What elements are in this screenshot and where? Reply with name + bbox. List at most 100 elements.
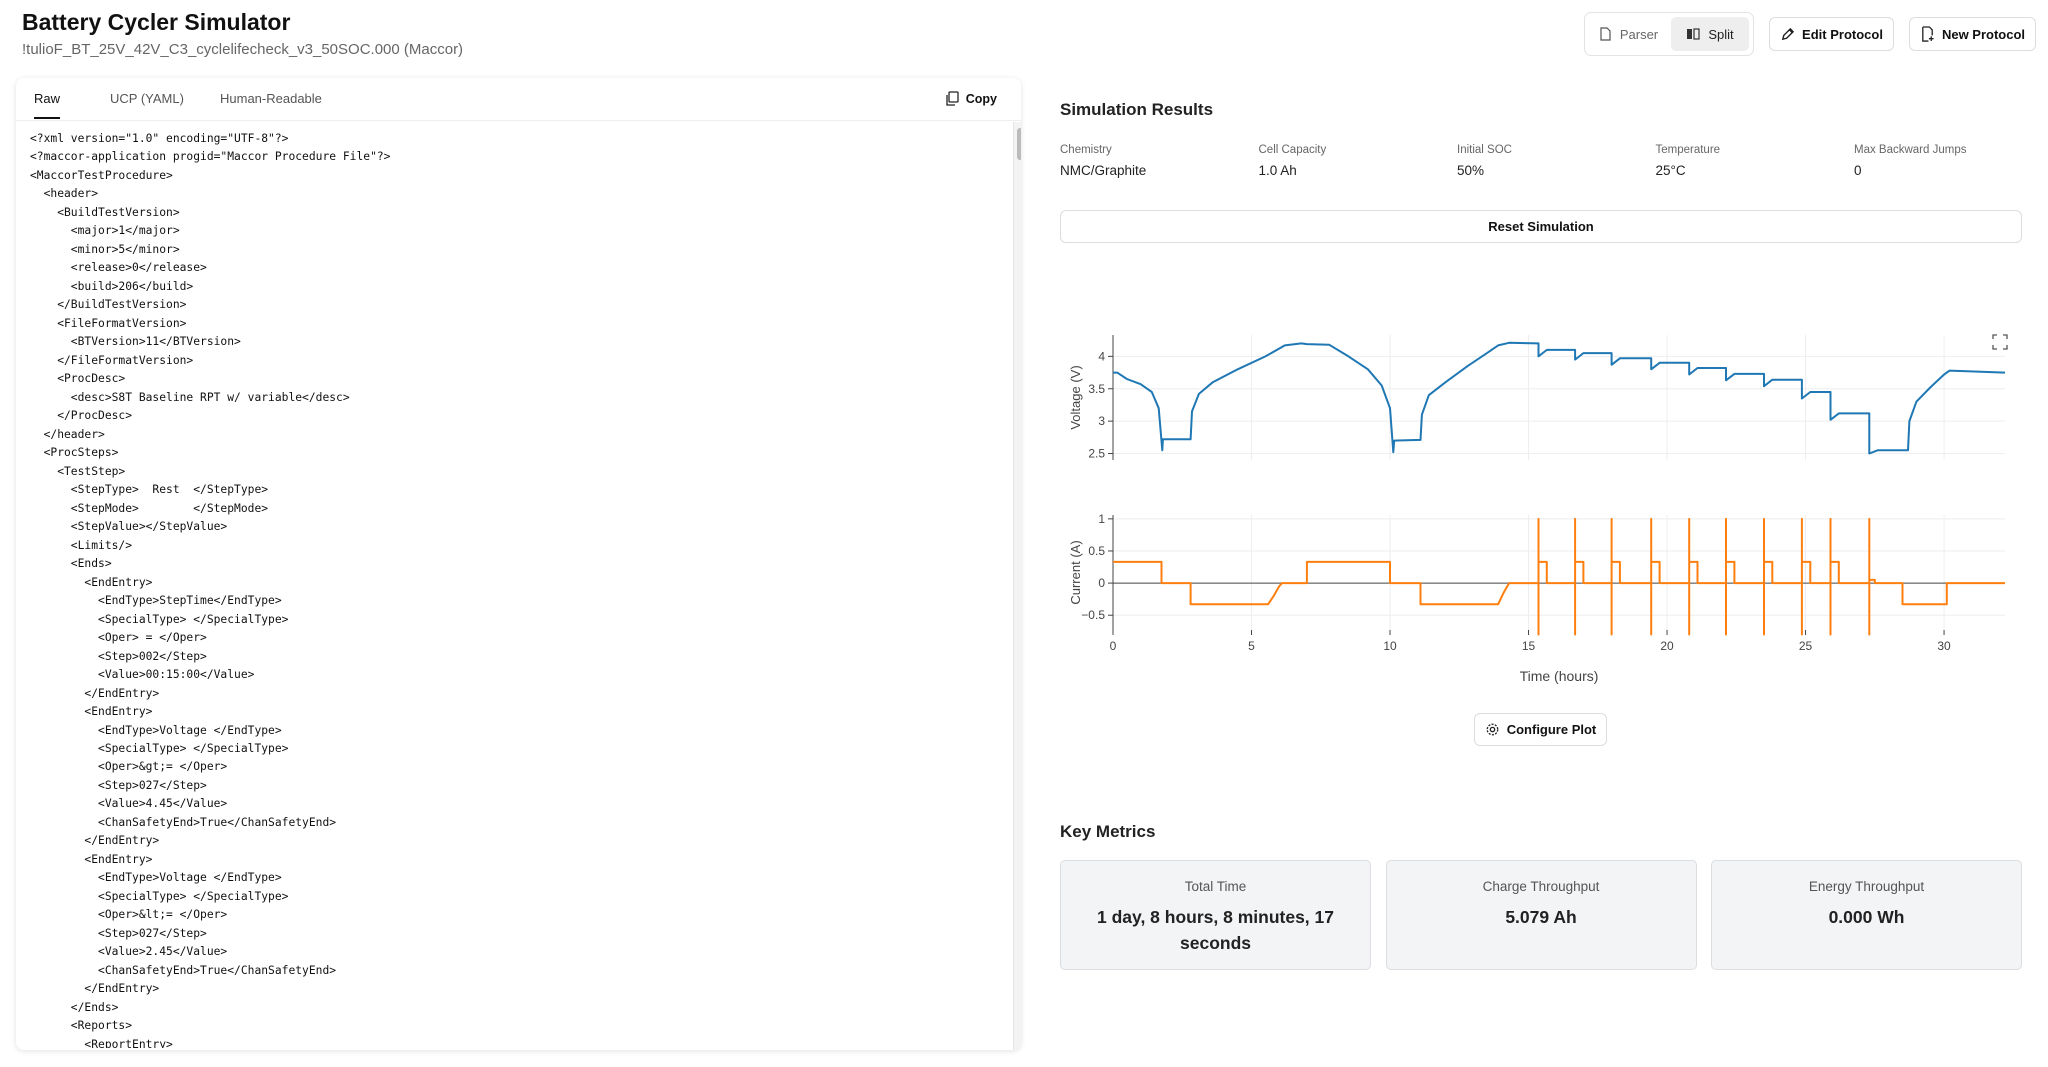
code-line: <EndType>Voltage </EndType> — [30, 871, 282, 885]
code-line: <EndEntry> — [30, 705, 153, 719]
code-line: </header> — [30, 427, 105, 441]
configure-plot-button[interactable]: Configure Plot — [1474, 713, 1607, 746]
expand-icon[interactable] — [1992, 334, 2008, 350]
scrollbar[interactable] — [1013, 122, 1021, 1050]
code-line: <Value>4.45</Value> — [30, 797, 228, 811]
code-line: <major>1</major> — [30, 224, 180, 238]
code-line: <FileFormatVersion> — [30, 316, 187, 330]
code-line: <Value>00:15:00</Value> — [30, 668, 255, 682]
parameter-value: NMC/Graphite — [1060, 163, 1147, 178]
code-line: <header> — [30, 187, 99, 201]
editor-tab[interactable]: Raw — [34, 91, 61, 119]
code-line: </BuildTestVersion> — [30, 298, 187, 312]
metric-label: Total Time — [1184, 879, 1247, 894]
x-tick-label: 10 — [1383, 639, 1397, 653]
y-tick-label: 0.5 — [1088, 544, 1105, 558]
metric-label: Charge Throughput — [1482, 879, 1600, 894]
x-tick-label: 20 — [1660, 639, 1674, 653]
data-line — [1113, 517, 2005, 636]
code-line: <Step>027</Step> — [30, 778, 207, 792]
parameter-value: 1.0 Ah — [1258, 163, 1297, 178]
view-mode-label: Split — [1708, 26, 1734, 42]
view-mode-button[interactable]: Parser — [1589, 17, 1667, 51]
pencil-icon — [1781, 27, 1795, 40]
code-line: <ReportEntry> — [30, 1037, 173, 1048]
code-line: <ChanSafetyEnd>True</ChanSafetyEnd> — [30, 963, 337, 977]
x-tick-label: 5 — [1248, 639, 1255, 653]
x-axis-title: Time (hours) — [1520, 668, 1599, 684]
parameter-label: Initial SOC — [1457, 144, 1512, 156]
code-view: <?xml version="1.0" encoding="UTF-8"?> <?… — [30, 130, 1010, 1048]
code-line: </Ends> — [30, 1000, 119, 1014]
editor-tab[interactable]: UCP (YAML) — [110, 91, 184, 106]
metric-card: Energy Throughput 0.000 Wh — [1711, 860, 2022, 970]
code-line: </FileFormatVersion> — [30, 353, 194, 367]
y-tick-label: 0 — [1098, 576, 1105, 590]
code-line: <BuildTestVersion> — [30, 205, 180, 219]
edit-protocol-button[interactable]: Edit Protocol — [1769, 17, 1894, 51]
code-line: <Reports> — [30, 1019, 133, 1033]
code-line: <EndEntry> — [30, 852, 153, 866]
results-title: Simulation Results — [1060, 100, 1214, 119]
code-line: <ProcDesc> — [30, 372, 126, 386]
y-axis-title: Voltage (V) — [1068, 365, 1083, 429]
code-line: <EndEntry> — [30, 575, 153, 589]
view-mode-label: Parser — [1619, 26, 1659, 42]
app-title: Battery Cycler Simulator — [22, 9, 291, 35]
data-line — [1113, 341, 2006, 455]
code-line: <release>0</release> — [30, 261, 207, 275]
copy-label: Copy — [965, 91, 997, 106]
code-line: <StepMode> </StepMode> — [30, 501, 269, 515]
parameter-value: 0 — [1854, 163, 1862, 178]
plot: 2.5 3 3.5 4 Voltage (V) −0.5 0 0.5 1 Current (A) 0… — [1068, 334, 2008, 684]
y-tick-label: 3 — [1098, 414, 1105, 428]
y-tick-label: 1 — [1098, 512, 1105, 526]
code-line: <StepValue></StepValue> — [30, 520, 228, 534]
reset-label: Reset Simulation — [1488, 219, 1594, 234]
metric-label: Energy Throughput — [1808, 879, 1925, 894]
view-icon — [1600, 27, 1611, 41]
y-axis-title: Current (A) — [1068, 540, 1083, 604]
edit-protocol-label: Edit Protocol — [1802, 26, 1883, 42]
metrics-title: Key Metrics — [1060, 822, 1156, 841]
parameter-value: 25°C — [1655, 163, 1686, 178]
x-tick-label: 30 — [1937, 639, 1951, 653]
new-protocol-button[interactable]: New Protocol — [1909, 17, 2036, 51]
parameter-label: Cell Capacity — [1258, 144, 1327, 156]
code-line: <MaccorTestProcedure> — [30, 168, 173, 182]
metric-card: Total Time 1 day, 8 hours, 8 minutes, 17 … — [1060, 860, 1371, 970]
view-mode-button[interactable]: Split — [1671, 17, 1749, 51]
view-toggle: Parser Split — [1584, 12, 1754, 56]
code-line: <build>206</build> — [30, 279, 194, 293]
y-tick-label: 4 — [1098, 349, 1105, 363]
code-line: <Limits/> — [30, 538, 133, 552]
code-line: <Oper> = </Oper> — [30, 631, 207, 645]
x-tick-label: 25 — [1799, 639, 1813, 653]
code-line: <Step>002</Step> — [30, 649, 207, 663]
code-line: <TestStep> — [30, 464, 126, 478]
code-line: <desc>S8T Baseline RPT w/ variable</desc… — [30, 390, 350, 404]
code-line: </EndEntry> — [30, 834, 160, 848]
code-line: <Value>2.45</Value> — [30, 945, 228, 959]
copy-button[interactable]: Copy — [945, 91, 997, 106]
code-line: <?xml version="1.0" encoding="UTF-8"?> — [30, 132, 289, 145]
metric-value: 5.079 Ah — [1505, 907, 1577, 927]
code-line: <minor>5</minor> — [30, 242, 180, 256]
code-line: <Oper>&lt;= </Oper> — [30, 908, 228, 922]
code-line: <SpecialType> </SpecialType> — [30, 889, 289, 903]
file-name: !tulioF_BT_25V_42V_C3_cyclelifecheck_v3_… — [22, 41, 464, 58]
metric-value: 0.000 Wh — [1828, 907, 1905, 927]
code-line: </ProcDesc> — [30, 409, 133, 423]
code-line: <StepType> Rest </StepType> — [30, 483, 269, 497]
x-tick-label: 15 — [1522, 639, 1536, 653]
y-tick-label: 3.5 — [1088, 382, 1105, 396]
code-line: <EndType>Voltage </EndType> — [30, 723, 282, 737]
reset-button[interactable]: Reset Simulation — [1060, 210, 2022, 243]
editor-tab[interactable]: Human-Readable — [220, 91, 322, 106]
metric-value: 1 day, 8 hours, 8 minutes, 17 seconds — [1097, 907, 1334, 953]
configure-plot-label: Configure Plot — [1506, 722, 1597, 737]
code-line: <SpecialType> </SpecialType> — [30, 612, 289, 626]
scroll-thumb[interactable] — [1017, 128, 1021, 160]
metric-card: Charge Throughput 5.079 Ah — [1385, 860, 1697, 970]
